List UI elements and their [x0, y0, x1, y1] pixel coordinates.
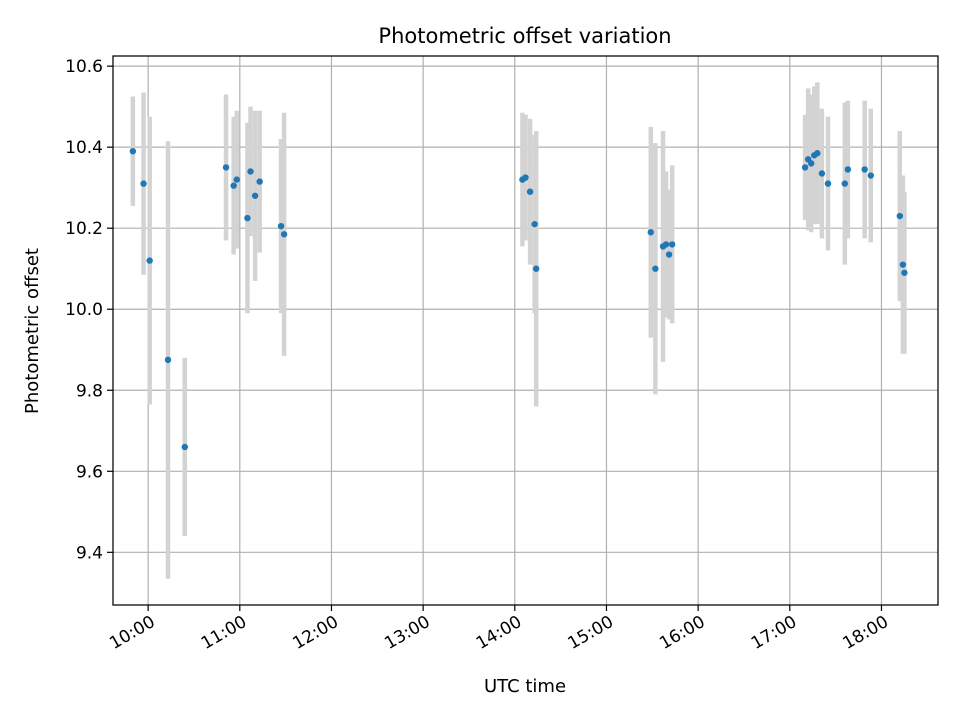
data-point — [662, 241, 670, 248]
data-point — [277, 222, 285, 230]
data-point — [251, 192, 259, 199]
y-axis-ticks: 9.4 9.6 9.8 10.0 10.2 10.4 10.6 — [65, 57, 113, 563]
y-tick-label: 10.0 — [65, 300, 103, 320]
data-point — [896, 212, 904, 220]
data-point — [652, 265, 659, 272]
y-tick-label: 9.8 — [76, 381, 103, 401]
data-point — [129, 148, 137, 155]
data-point — [181, 443, 189, 451]
data-point — [807, 160, 815, 167]
data-points — [129, 148, 908, 451]
data-point — [818, 170, 826, 177]
data-point — [668, 241, 676, 248]
data-point — [665, 251, 673, 258]
data-point — [247, 168, 254, 175]
data-point — [140, 180, 147, 187]
data-point — [899, 261, 907, 268]
y-tick-label: 10.2 — [65, 219, 103, 239]
y-tick-label: 9.6 — [76, 462, 103, 482]
data-point — [222, 164, 230, 171]
data-point — [647, 229, 654, 236]
data-point — [844, 166, 852, 173]
y-tick-label: 10.4 — [65, 138, 103, 158]
data-point — [526, 188, 534, 195]
y-tick-label: 10.6 — [65, 57, 103, 77]
data-point — [814, 150, 821, 157]
data-point — [867, 172, 874, 179]
data-point — [244, 214, 251, 222]
data-point — [164, 356, 172, 364]
plot-frame — [112, 55, 939, 606]
chart-title: Photometric offset variation — [378, 24, 671, 48]
data-point — [522, 174, 529, 181]
data-point — [280, 231, 288, 238]
data-point — [901, 269, 908, 276]
x-axis-label: UTC time — [484, 676, 566, 697]
y-tick-label: 9.4 — [76, 543, 103, 563]
data-point — [861, 166, 868, 173]
data-point — [233, 176, 240, 183]
data-point — [801, 164, 809, 171]
data-point — [230, 182, 237, 189]
data-point — [256, 178, 263, 185]
y-axis-label: Photometric offset — [22, 248, 43, 414]
data-point — [532, 265, 540, 272]
data-point — [531, 220, 538, 228]
data-point — [146, 257, 153, 264]
data-point — [824, 180, 832, 187]
data-point — [841, 180, 849, 187]
